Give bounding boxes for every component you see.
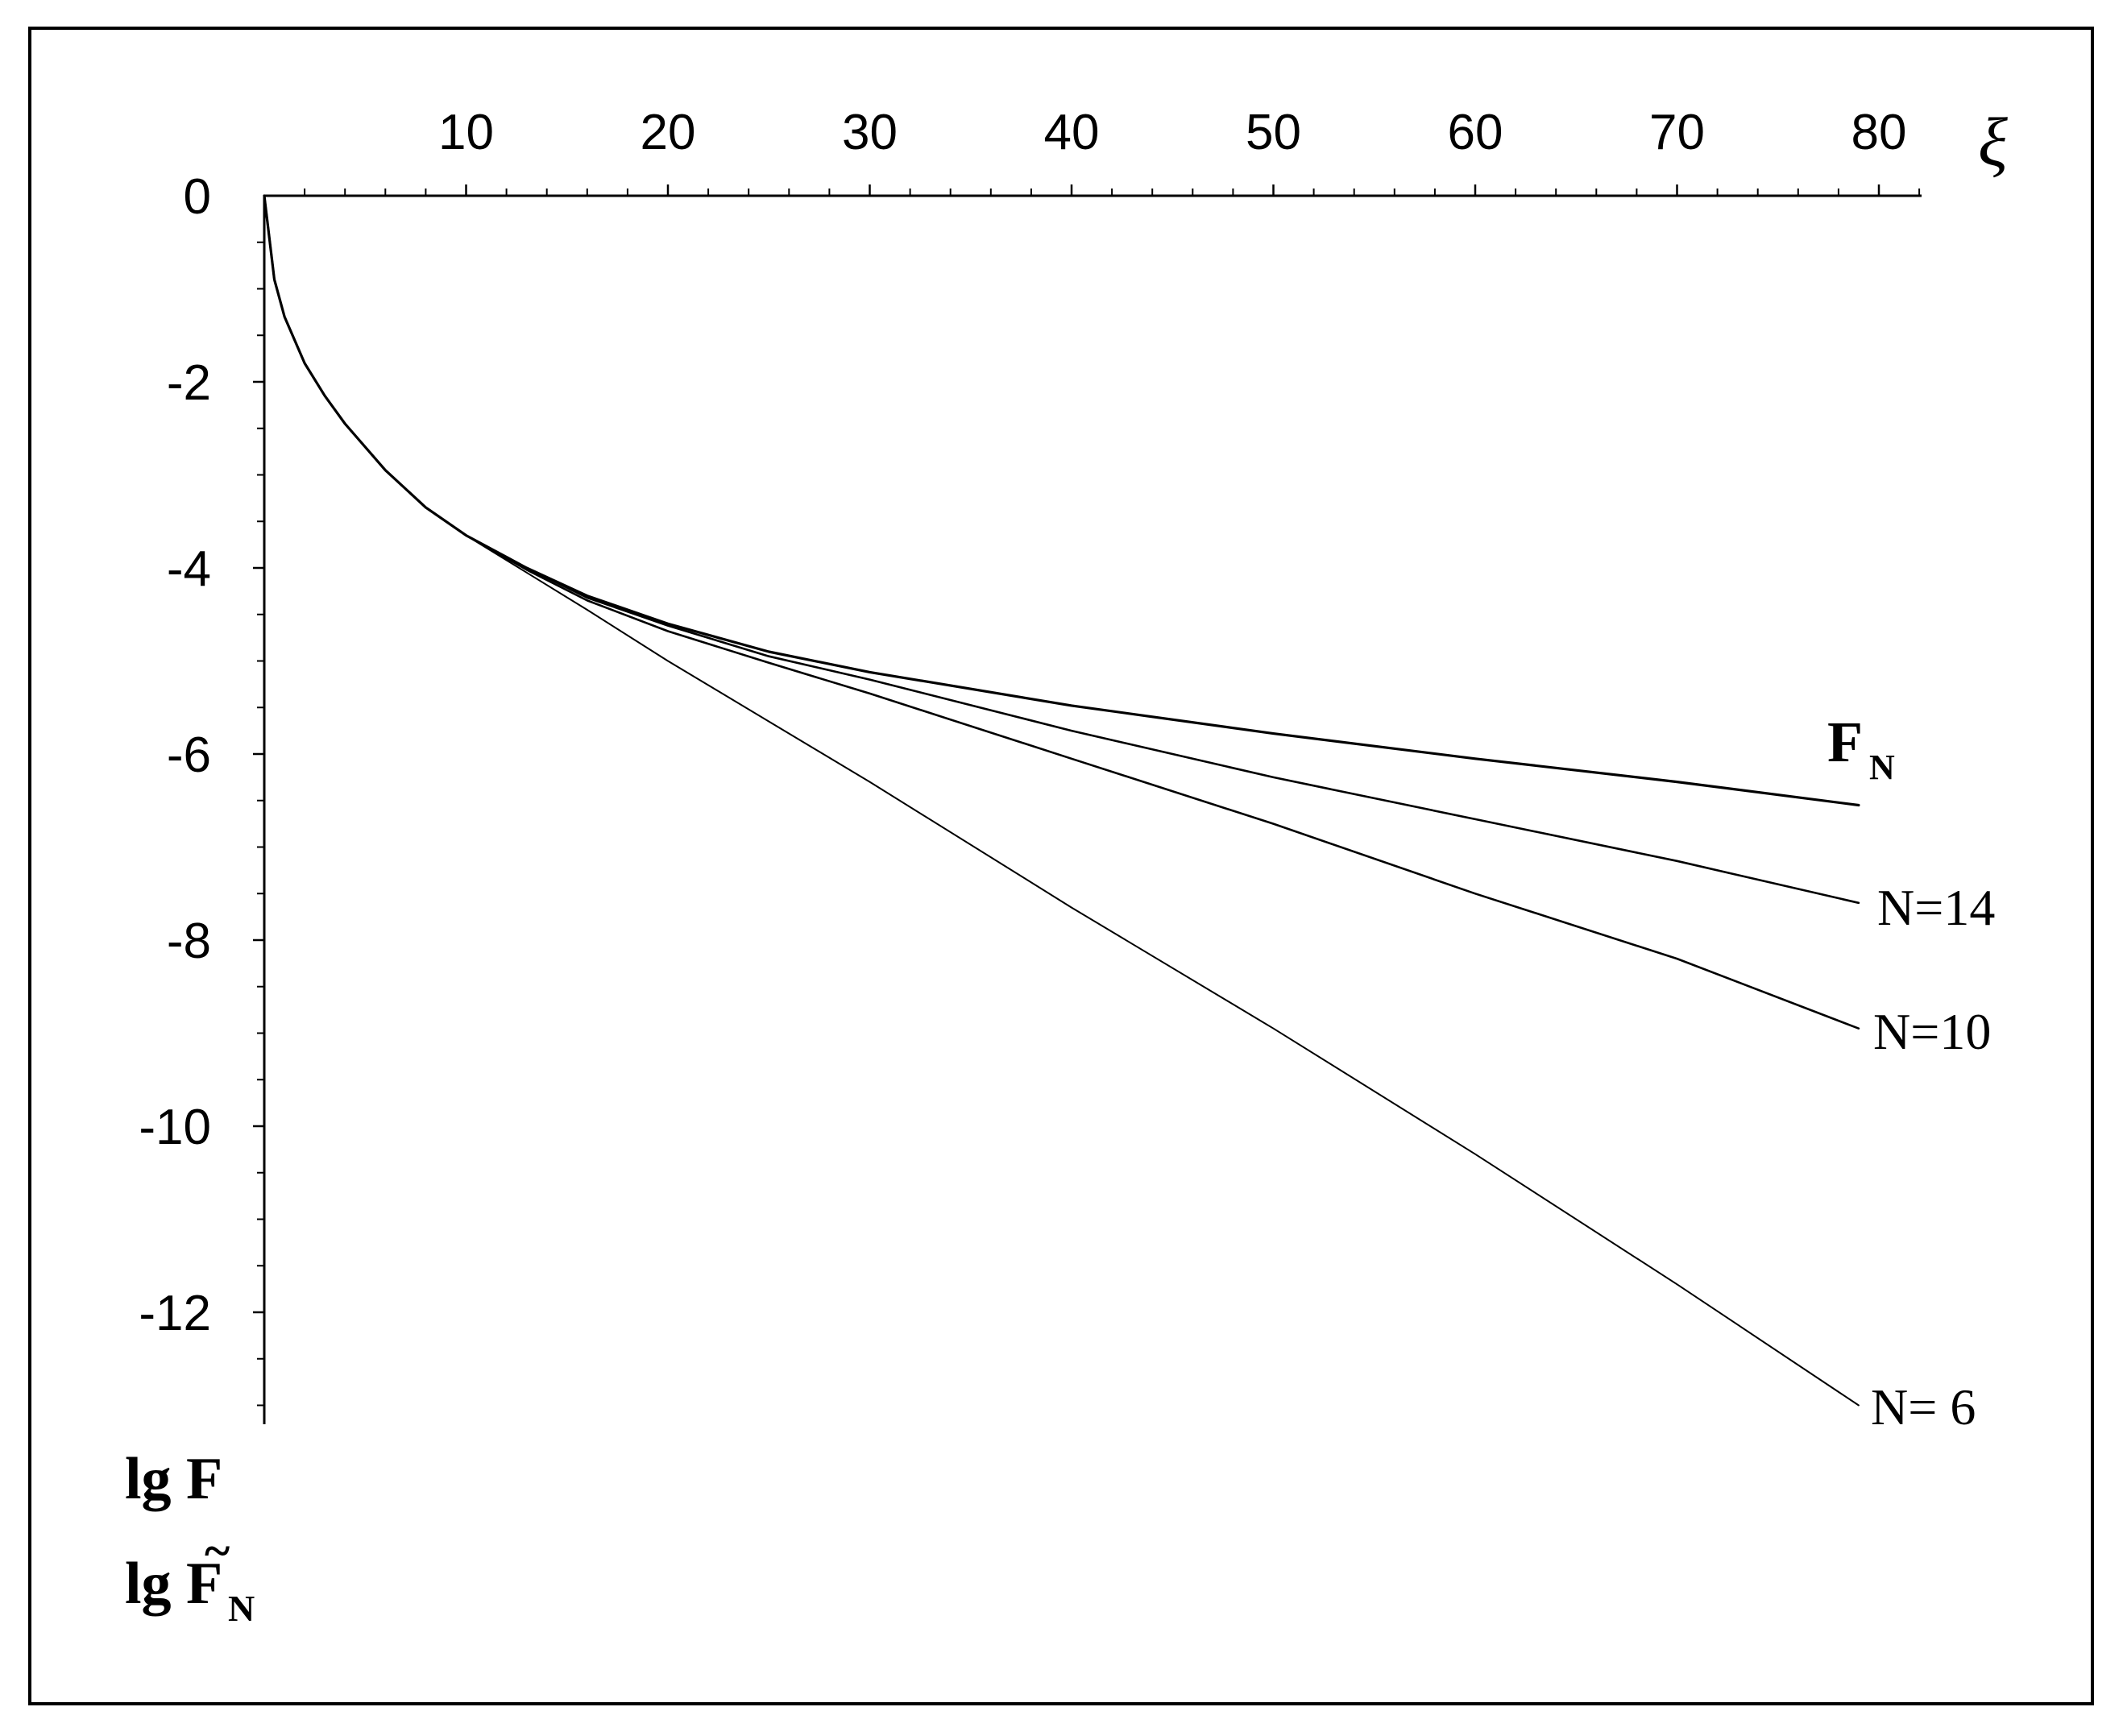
x-axis-label: ξ <box>1978 103 2008 180</box>
x-tick-label: 30 <box>842 105 898 160</box>
x-tick-label: 70 <box>1649 105 1705 160</box>
y-axis-label-line1: lg F <box>125 1446 222 1512</box>
x-tick-label: 40 <box>1044 105 1100 160</box>
series-line-n-6 <box>263 195 1860 1407</box>
y-tick-label: -10 <box>139 1100 211 1155</box>
axes: 10 20 30 40 50 60 70 80 0 -2 -4 -6 -8 -10 -12 <box>139 105 1922 1424</box>
series-label-n-10: N=10 <box>1873 1003 1991 1060</box>
x-tick-label: 10 <box>438 105 494 160</box>
x-tick-label: 60 <box>1448 105 1503 160</box>
y-tick-label: -6 <box>167 727 211 783</box>
y-axis-label-line2-subscript: N <box>228 1588 255 1629</box>
y-tick-label: -4 <box>167 541 211 597</box>
x-tick-label: 50 <box>1246 105 1301 160</box>
series-label-f-n: F <box>1827 710 1863 774</box>
y-tick-label: -12 <box>139 1286 211 1341</box>
series-label-subscript-f-n: N <box>1869 748 1895 787</box>
series-label-n-6: N= 6 <box>1871 1378 1976 1436</box>
y-tick-label: -8 <box>167 914 211 969</box>
figure-border <box>28 27 2094 1705</box>
y-tick-label: -2 <box>167 355 211 411</box>
y-axis-label-line2: lg F <box>125 1551 222 1617</box>
y-axis-label-tilde: ~ <box>205 1524 230 1577</box>
labels-layer: F N N=14 N=10 N= 6 <box>1827 710 1995 1436</box>
series-label-n-14: N=14 <box>1877 879 1995 936</box>
y-tick-label: 0 <box>184 169 211 225</box>
x-tick-label: 80 <box>1851 105 1907 160</box>
x-tick-label: 20 <box>641 105 696 160</box>
y-axis-label: lg F ~ lg F N <box>125 1446 255 1629</box>
series-layer <box>263 194 1860 1407</box>
